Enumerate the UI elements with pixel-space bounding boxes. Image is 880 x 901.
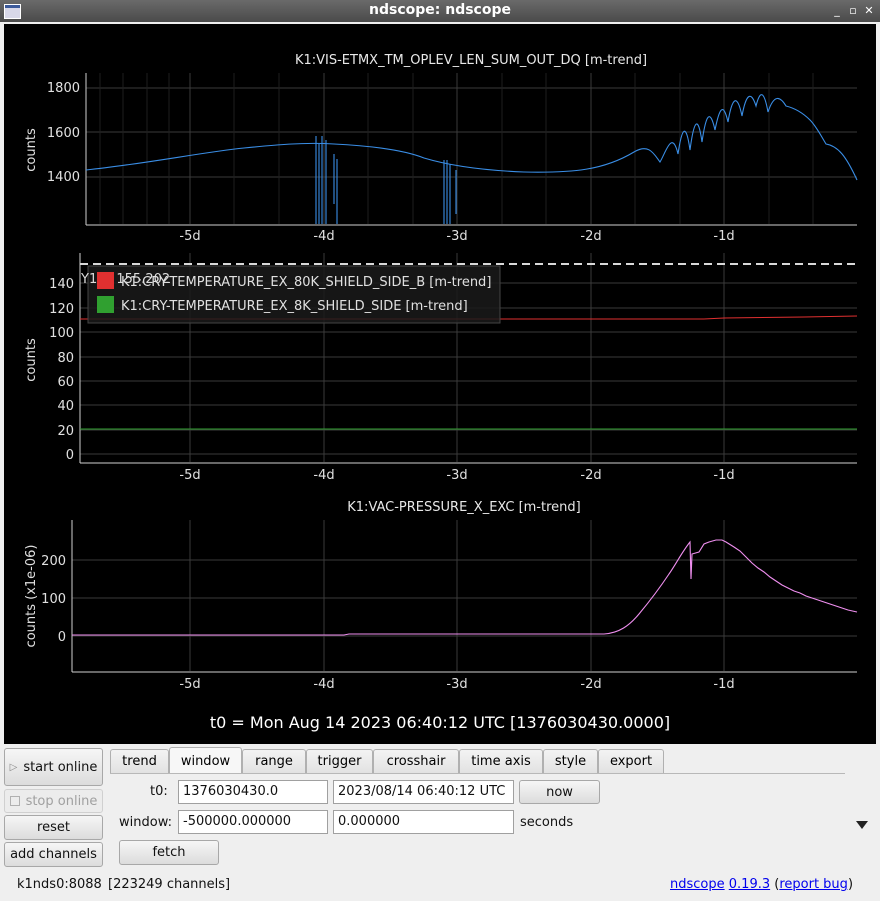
plot-3-ylabel: counts (x1e-06) <box>24 545 39 648</box>
close-icon[interactable]: ✕ <box>864 4 874 17</box>
server-status: k1nds0:8088 <box>17 877 102 892</box>
plot-1-xtick: -2d <box>580 229 601 244</box>
stop-icon <box>9 796 20 806</box>
plot-3-title: K1:VAC-PRESSURE_X_EXC [m-trend] <box>347 500 580 515</box>
plot-2-xtick: -3d <box>446 468 467 483</box>
channel-count: [223249 channels] <box>108 877 231 892</box>
plot-2[interactable]: 140 120 100 80 60 40 20 0 counts -5d -4d… <box>24 253 858 483</box>
plot-2-ytick: 20 <box>57 424 74 439</box>
legend-swatch-green <box>97 296 114 313</box>
plot-3-xtick: -5d <box>179 677 200 692</box>
plot-1-ytick: 1400 <box>47 170 80 185</box>
start-online-label: start online <box>23 759 98 775</box>
plot-2-xtick: -4d <box>313 468 334 483</box>
window-start-input[interactable]: -500000.000000 <box>178 810 328 834</box>
plot-1-ytick: 1600 <box>47 126 80 141</box>
window-units-label: seconds <box>520 815 574 830</box>
plot-3-trace <box>72 539 858 636</box>
version-link[interactable]: 0.19.3 <box>728 877 771 892</box>
play-icon: ▷ <box>9 761 18 773</box>
t0-field-label: t0: <box>150 784 168 799</box>
plot-3[interactable]: K1:VAC-PRESSURE_X_EXC [m-trend] 200 100 … <box>24 500 858 692</box>
stop-online-label: stop online <box>25 793 98 809</box>
legend-item-red: K1:CRY-TEMPERATURE_EX_80K_SHIELD_SIDE_B … <box>121 275 491 290</box>
window-field-label: window: <box>119 815 172 830</box>
plot-3-grid <box>72 520 857 671</box>
plot-1-xtick: -1d <box>713 229 734 244</box>
reset-button[interactable]: reset <box>4 815 103 840</box>
plot-2-legend: Y1 = 155.202 K1:CRY-TEMPERATURE_EX_80K_S… <box>80 265 501 324</box>
plot-2-ytick: 100 <box>49 326 74 341</box>
plot-1-trace <box>85 94 858 224</box>
plot-2-ytick: 0 <box>66 448 74 463</box>
plot-3-ytick: 200 <box>41 554 66 569</box>
plot-1-xtick: -3d <box>446 229 467 244</box>
tab-window[interactable]: window <box>169 747 242 774</box>
t0-gps-input[interactable]: 1376030430.0 <box>178 780 328 804</box>
now-button[interactable]: now <box>519 780 600 804</box>
plot-2-ytick: 60 <box>57 375 74 390</box>
plot-3-ytick: 0 <box>58 630 66 645</box>
tab-export[interactable]: export <box>598 749 664 773</box>
tab-trend[interactable]: trend <box>110 749 169 773</box>
app-icon <box>4 4 21 19</box>
plot-2-ytick: 80 <box>57 351 74 366</box>
ndscope-link[interactable]: ndscope <box>670 877 725 892</box>
add-channels-button[interactable]: add channels <box>4 842 103 867</box>
legend-item-green: K1:CRY-TEMPERATURE_EX_8K_SHIELD_SIDE [m-… <box>121 299 468 314</box>
plot-1-xtick: -4d <box>313 229 334 244</box>
plot-3-xtick: -1d <box>713 677 734 692</box>
plot-3-xtick: -2d <box>580 677 601 692</box>
plot-2-ytick: 120 <box>49 302 74 317</box>
plot-2-ylabel: counts <box>24 338 39 382</box>
title-bar: ndscope: ndscope _ ▫ ✕ <box>0 0 880 22</box>
plot-3-xtick: -3d <box>446 677 467 692</box>
plot-area[interactable]: K1:VIS-ETMX_TM_OPLEV_LEN_SUM_OUT_DQ [m-t… <box>4 24 876 744</box>
stop-online-button[interactable]: stop online <box>4 789 103 813</box>
start-online-button[interactable]: ▷ start online <box>4 748 103 786</box>
plot-2-ytick: 140 <box>49 277 74 292</box>
plot-3-xtick: -4d <box>313 677 334 692</box>
tab-time-axis[interactable]: time axis <box>459 749 543 773</box>
minimize-icon[interactable]: _ <box>834 4 840 17</box>
tab-range[interactable]: range <box>242 749 306 773</box>
plot-2-xtick: -2d <box>580 468 601 483</box>
version-info: ndscope 0.19.3 (report bug) <box>670 877 854 892</box>
maximize-icon[interactable]: ▫ <box>849 4 857 17</box>
window-title: ndscope: ndscope <box>369 2 511 18</box>
legend-swatch-red <box>97 272 114 289</box>
tab-trigger[interactable]: trigger <box>306 749 373 773</box>
plot-2-ytick: 40 <box>57 399 74 414</box>
t0-label: t0 = Mon Aug 14 2023 06:40:12 UTC [13760… <box>210 713 670 732</box>
tab-style[interactable]: style <box>543 749 598 773</box>
fetch-button[interactable]: fetch <box>119 840 219 865</box>
report-bug-link[interactable]: report bug <box>779 877 848 892</box>
window-end-input[interactable]: 0.000000 <box>333 810 514 834</box>
plot-1-title: K1:VIS-ETMX_TM_OPLEV_LEN_SUM_OUT_DQ [m-t… <box>295 53 647 68</box>
plot-2-xtick: -5d <box>179 468 200 483</box>
plot-2-xtick: -1d <box>713 468 734 483</box>
plot-3-ytick: 100 <box>41 592 66 607</box>
plot-1-grid <box>86 73 857 224</box>
t0-utc-input[interactable]: 2023/08/14 06:40:12 UTC <box>333 780 514 804</box>
plot-1-ytick: 1800 <box>47 81 80 96</box>
plot-1-xtick: -5d <box>179 229 200 244</box>
plot-1[interactable]: K1:VIS-ETMX_TM_OPLEV_LEN_SUM_OUT_DQ [m-t… <box>24 53 858 244</box>
tab-crosshair[interactable]: crosshair <box>373 749 459 773</box>
plot-1-ylabel: counts <box>24 128 39 172</box>
chevron-down-icon[interactable] <box>856 821 868 829</box>
control-panel: ▷ start online stop online reset add cha… <box>0 745 880 901</box>
